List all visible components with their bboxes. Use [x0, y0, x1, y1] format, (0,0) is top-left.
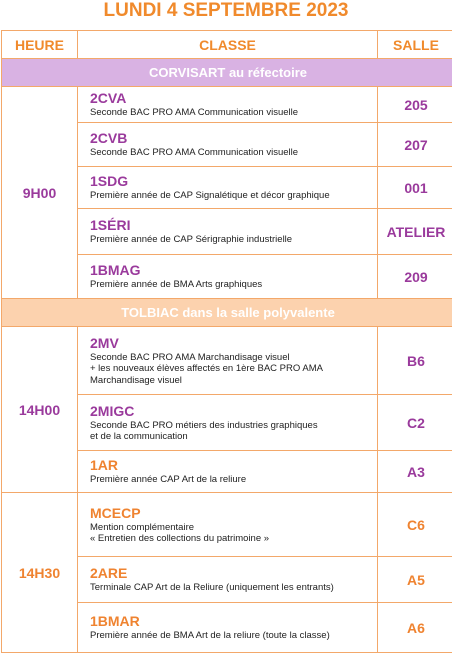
- class-description: Seconde BAC PRO métiers des industries g…: [90, 419, 318, 431]
- room: 207: [377, 122, 452, 167]
- room: 001: [377, 166, 452, 209]
- class-cell: 2CVB Seconde BAC PRO AMA Communication vi…: [77, 122, 378, 167]
- class-row: 9H00 2CVA Seconde BAC PRO AMA Communicatio…: [1, 86, 452, 299]
- class-description: Première année de CAP Signalétique et dé…: [90, 190, 330, 202]
- class-code: 2MIGC: [90, 402, 135, 419]
- class-code: 2ARE: [90, 565, 128, 582]
- class-row: 2MIGC Seconde BAC PRO métiers des industr…: [2, 394, 452, 451]
- class-row: 1BMAG Première année de BMA Arts graphiqu…: [2, 254, 452, 299]
- class-cell: 1BMAG Première année de BMA Arts graphiqu…: [77, 254, 378, 299]
- header-cell: HEURE: [1, 30, 78, 59]
- header-cell: SALLE: [377, 30, 452, 59]
- room: A6: [377, 602, 452, 653]
- time: 14H30: [1, 492, 78, 653]
- class-code: 1AR: [90, 457, 119, 474]
- class-cell: 2MIGC Seconde BAC PRO métiers des industr…: [77, 394, 378, 451]
- room: B6: [377, 326, 452, 395]
- class-cell: 1SÉRI Première année de CAP Sérigraphie i…: [77, 208, 378, 255]
- class-code: 1BMAG: [90, 262, 141, 279]
- class-code: 2MV: [90, 334, 119, 351]
- title: LUNDI 4 SEPTEMBRE 2023: [103, 0, 349, 21]
- class-description: Seconde BAC PRO AMA Communication visuel…: [90, 147, 299, 159]
- class-cell: 2ARE Terminale CAP Art de la Reliure (uni…: [77, 556, 378, 603]
- section-row: TOLBIAC dans la salle polyvalente: [1, 298, 452, 327]
- room: 205: [377, 86, 452, 123]
- class-code: 2CVB: [90, 130, 128, 147]
- header-cell: CLASSE: [77, 30, 378, 59]
- class-description: Première année de CAP Sérigraphie indust…: [90, 234, 293, 246]
- class-cell: MCECP Mention complémentaire « Entretien d…: [77, 492, 378, 557]
- room: ATELIER: [377, 208, 452, 255]
- class-code: 2CVA: [90, 90, 127, 107]
- class-row: 2CVB Seconde BAC PRO AMA Communication vi…: [2, 122, 452, 167]
- time: 14H00: [1, 326, 78, 493]
- room: C2: [377, 394, 452, 451]
- section-label: TOLBIAC dans la salle polyvalente: [1, 298, 452, 327]
- class-row: 1SÉRI Première année de CAP Sérigraphie i…: [2, 208, 452, 255]
- class-row: 1BMAR Première année de BMA Art de la rel…: [2, 602, 452, 653]
- class-row: 1SDG Première année de CAP Signalétique e…: [2, 166, 452, 209]
- class-description: + les nouveaux élèves affectés en 1ère B…: [90, 363, 323, 375]
- class-code: MCECP: [90, 504, 141, 521]
- class-description: Première année de BMA Arts graphiques: [90, 279, 263, 291]
- class-cell: 2CVA Seconde BAC PRO AMA Communication vi…: [77, 86, 378, 123]
- class-cell: 1SDG Première année de CAP Signalétique e…: [77, 166, 378, 209]
- class-code: 1SDG: [90, 173, 129, 190]
- class-description: Première année CAP Art de la reliure: [90, 474, 247, 486]
- section-row: CORVISART au réfectoire: [1, 58, 452, 87]
- class-row: 14H00 2MV Seconde BAC PRO AMA Marchandisag…: [1, 326, 452, 493]
- class-description: Terminale CAP Art de la Reliure (uniquem…: [90, 582, 334, 594]
- class-code: 1BMAR: [90, 613, 140, 630]
- class-row: 2ARE Terminale CAP Art de la Reliure (uni…: [2, 556, 452, 603]
- room: A5: [377, 556, 452, 603]
- class-cell: 2MV Seconde BAC PRO AMA Marchandisage vis…: [77, 326, 378, 395]
- class-code: 1SÉRI: [90, 217, 131, 234]
- section-label: CORVISART au réfectoire: [1, 58, 452, 87]
- class-description: et de la communication: [90, 431, 188, 442]
- class-description: Seconde BAC PRO AMA Marchandisage visuel: [90, 351, 290, 363]
- class-row: 14H30 MCECP Mention complémentaire « Entret…: [1, 492, 452, 653]
- class-description: Marchandisage visuel: [90, 374, 182, 386]
- header-row: HEURE CLASSE SALLE: [1, 30, 452, 59]
- class-cell: 1AR Première année CAP Art de la reliure: [77, 450, 378, 493]
- class-cell: 1BMAR Première année de BMA Art de la rel…: [77, 602, 378, 653]
- room: 209: [377, 254, 452, 299]
- schedule-table: HEURE CLASSE SALLE CORVISART au réfectoire 9…: [1, 30, 452, 653]
- class-description: Première année de BMA Art de la reliure …: [90, 630, 330, 642]
- class-description: Seconde BAC PRO AMA Communication visuel…: [90, 107, 299, 119]
- class-description: Mention complémentaire: [90, 521, 195, 533]
- room: C6: [377, 492, 452, 557]
- time: 9H00: [1, 86, 78, 299]
- room: A3: [377, 450, 452, 493]
- class-description: « Entretien des collections du patrimoin…: [90, 533, 270, 544]
